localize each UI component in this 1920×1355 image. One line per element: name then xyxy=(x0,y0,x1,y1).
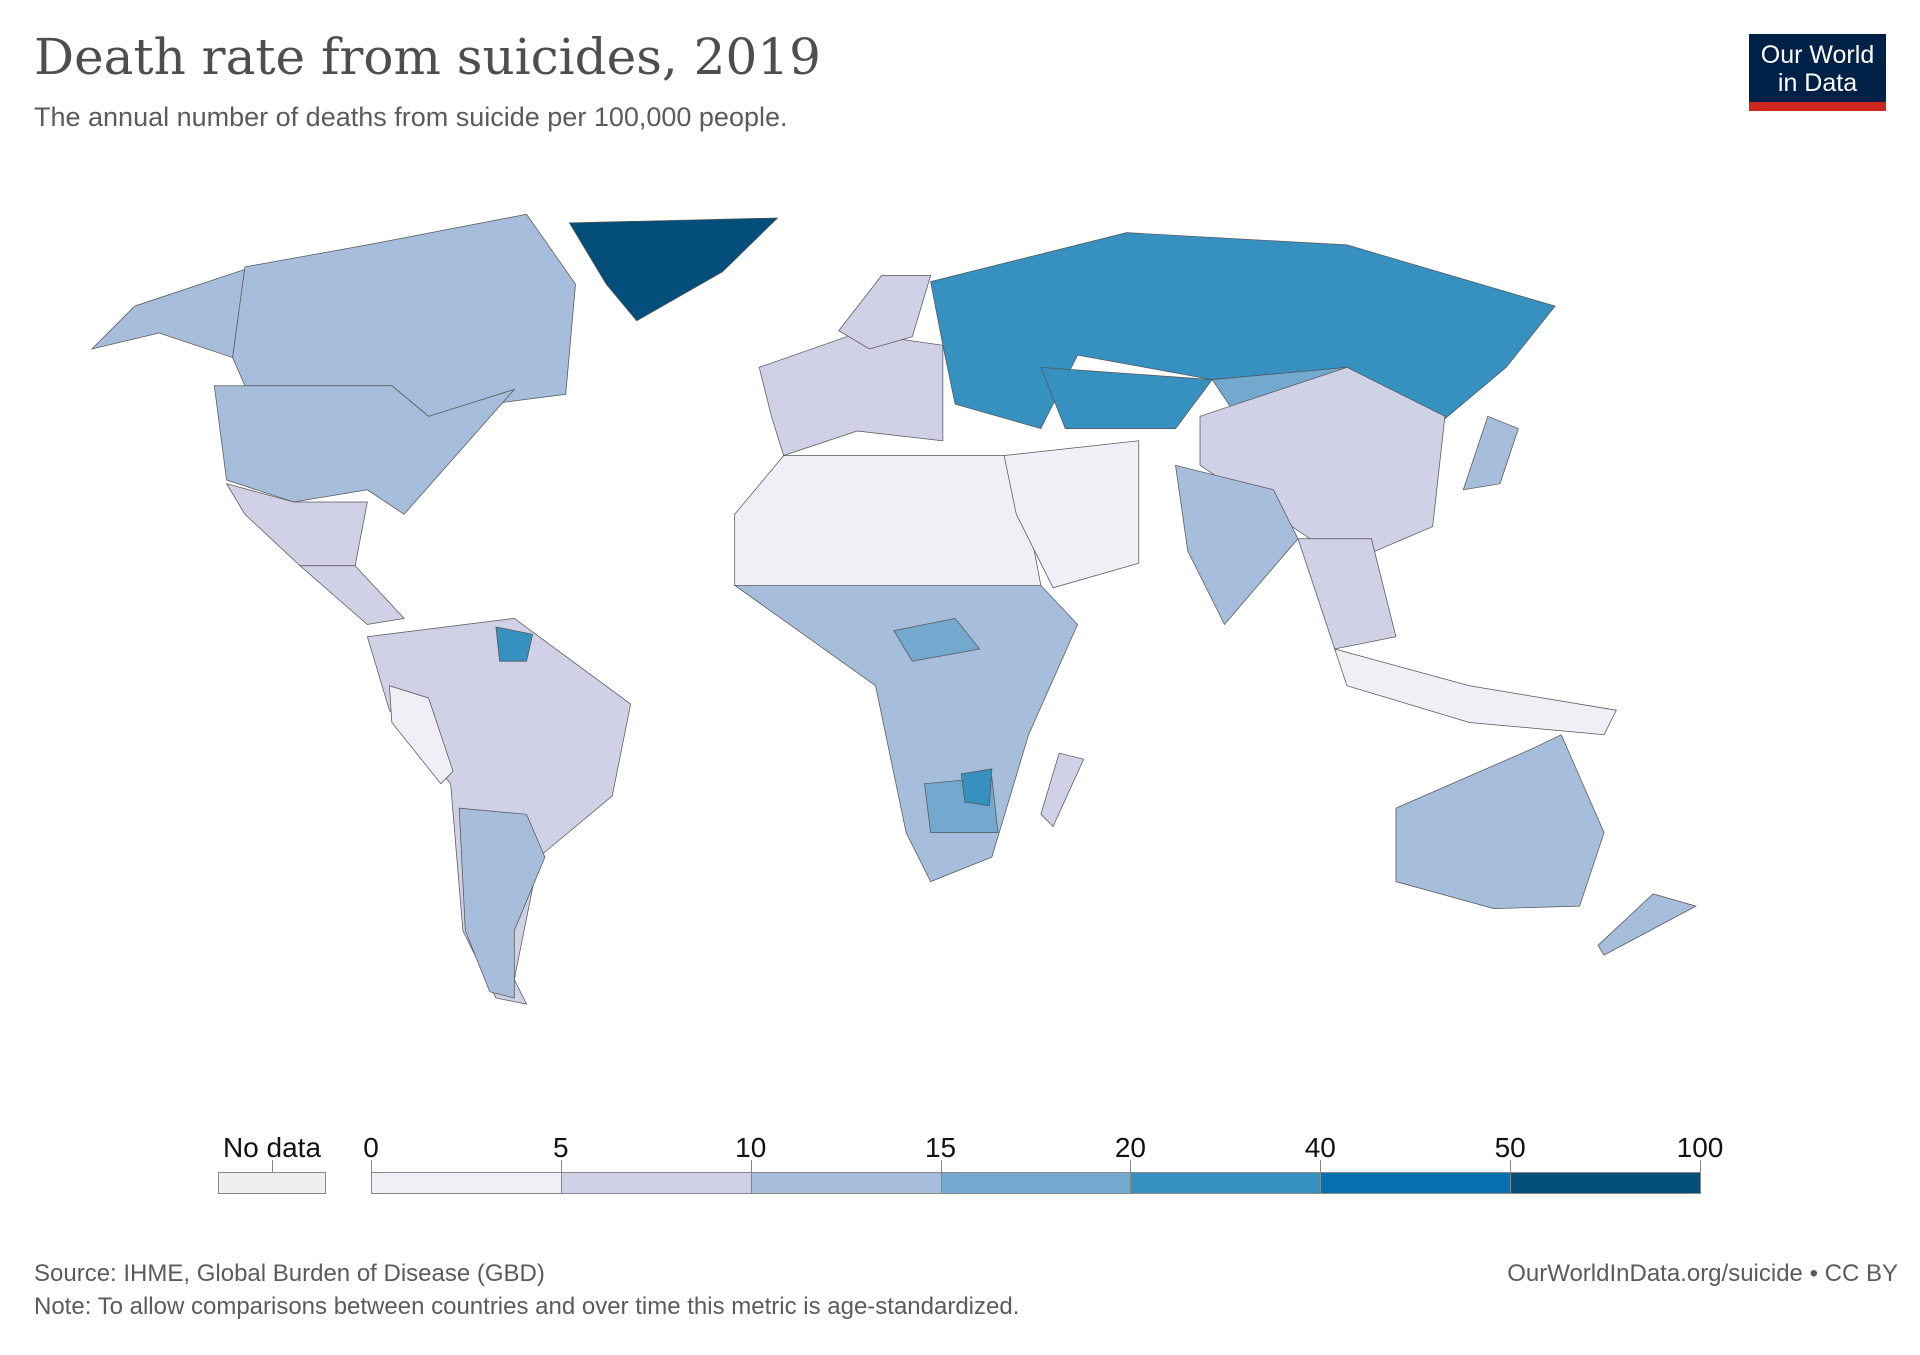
source-link[interactable]: OurWorldInData.org/suicide • CC BY xyxy=(1507,1260,1898,1287)
legend-tick xyxy=(750,1160,752,1172)
legend-break-label: 5 xyxy=(553,1132,569,1163)
legend-break-label: 0 xyxy=(363,1132,379,1163)
country-central-america[interactable] xyxy=(299,565,405,625)
chart-subtitle: The annual number of deaths from suicide… xyxy=(34,102,788,132)
legend-bin-5-10[interactable] xyxy=(560,1172,752,1194)
country-kazakhstan[interactable] xyxy=(1040,366,1213,429)
source-text: Source: IHME, Global Burden of Disease (… xyxy=(34,1260,545,1287)
legend-tick xyxy=(1130,1160,1132,1172)
country-new-zealand[interactable] xyxy=(1597,893,1697,956)
legend-tick xyxy=(1700,1160,1701,1172)
country-central-africa[interactable] xyxy=(893,617,981,662)
legend-tick xyxy=(1510,1160,1512,1172)
chart-title: Death rate from suicides, 2019 xyxy=(34,28,821,86)
legend-tick xyxy=(371,1160,372,1172)
country-japan[interactable] xyxy=(1462,415,1519,491)
country-guyana[interactable] xyxy=(495,626,534,662)
country-southeast-asia[interactable] xyxy=(1297,538,1397,650)
legend-break-label: 10 xyxy=(735,1132,767,1163)
logo-line-1: Our World xyxy=(1760,41,1875,69)
country-argentina[interactable] xyxy=(458,807,546,999)
country-peru[interactable] xyxy=(388,685,454,785)
country-india[interactable] xyxy=(1175,464,1299,626)
country-indonesia[interactable] xyxy=(1334,648,1617,736)
legend-no-data-swatch xyxy=(218,1172,326,1194)
country-greenland[interactable] xyxy=(568,217,779,322)
legend-bin-50-100[interactable] xyxy=(1510,1172,1701,1194)
world-map xyxy=(90,213,1697,1005)
legend-break-label: 50 xyxy=(1494,1132,1526,1163)
country-china[interactable] xyxy=(1199,366,1446,564)
legend-break-label: 15 xyxy=(924,1132,957,1163)
country-middle-east[interactable] xyxy=(1003,440,1140,589)
country-zimbabwe[interactable] xyxy=(960,768,993,807)
country-australia[interactable] xyxy=(1395,734,1605,909)
note-text: Note: To allow comparisons between count… xyxy=(34,1293,1020,1320)
legend-bin-40-50[interactable] xyxy=(1320,1172,1512,1194)
country-europe[interactable] xyxy=(758,332,944,456)
legend-no-data-label: No data xyxy=(222,1132,322,1163)
country-north-africa[interactable] xyxy=(734,455,1042,586)
legend-tick xyxy=(272,1160,273,1172)
owid-logo[interactable]: Our World in Data xyxy=(1749,34,1886,111)
logo-line-2: in Data xyxy=(1777,69,1858,97)
legend-break-label: 100 xyxy=(1676,1132,1724,1163)
legend-bin-15-20[interactable] xyxy=(940,1172,1132,1194)
legend-tick xyxy=(1320,1160,1322,1172)
legend-bin-20-40[interactable] xyxy=(1130,1172,1322,1194)
legend-break-label: 20 xyxy=(1114,1132,1146,1163)
legend-bin-10-15[interactable] xyxy=(750,1172,942,1194)
legend-tick xyxy=(560,1160,562,1172)
country-usa[interactable] xyxy=(213,385,516,515)
legend-tick xyxy=(940,1160,942,1172)
legend-bin-0-5[interactable] xyxy=(371,1172,562,1194)
country-scandinavia[interactable] xyxy=(838,275,932,350)
legend-break-label: 40 xyxy=(1304,1132,1336,1163)
country-madagascar[interactable] xyxy=(1040,752,1085,828)
country-alaska[interactable] xyxy=(90,268,246,359)
